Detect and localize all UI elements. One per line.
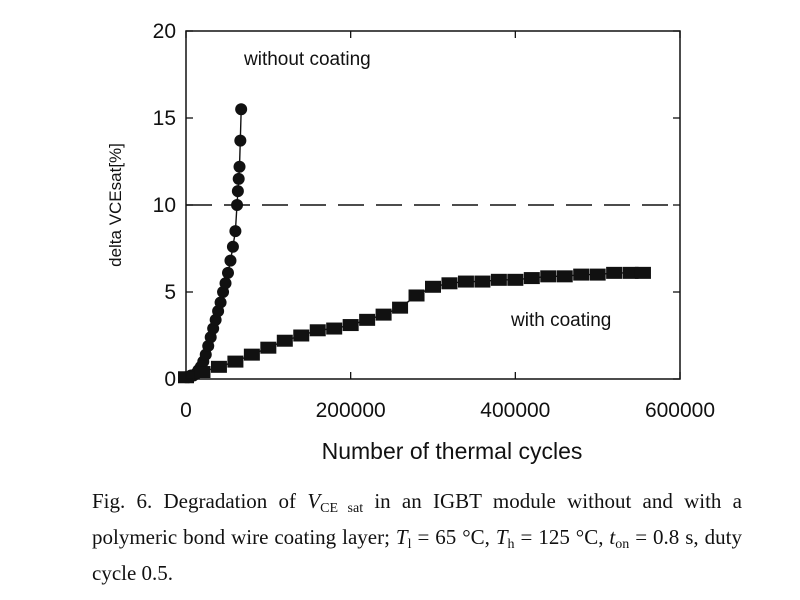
data-point-square bbox=[523, 272, 540, 285]
caption-tl: T bbox=[395, 525, 408, 549]
data-point-square bbox=[573, 268, 590, 281]
caption-tl-val: = 65 °C, bbox=[411, 525, 496, 549]
caption-tl-sub: l bbox=[407, 537, 412, 552]
caption-ton: t bbox=[609, 525, 616, 549]
data-point-square bbox=[276, 334, 293, 347]
caption-v: V bbox=[307, 489, 321, 513]
x-tick-label: 0 bbox=[180, 399, 192, 422]
data-point-square bbox=[227, 355, 244, 368]
series-with-coating bbox=[178, 266, 651, 384]
tick-layer: 0 5 10 15 20 0 200000 400000 600000 bbox=[153, 20, 715, 422]
y-tick-label: 5 bbox=[164, 281, 176, 304]
data-point-square bbox=[540, 270, 557, 283]
data-point-square bbox=[408, 289, 425, 302]
data-point-square bbox=[359, 313, 376, 326]
data-point-circle bbox=[219, 277, 232, 290]
data-point-square bbox=[474, 275, 491, 288]
data-point-square bbox=[243, 348, 260, 361]
data-point-circle bbox=[226, 240, 239, 253]
data-point-square bbox=[425, 280, 441, 293]
data-point-circle bbox=[229, 225, 242, 238]
data-point-square bbox=[490, 273, 507, 286]
data-point-circle bbox=[232, 172, 245, 185]
x-axis-title: Number of thermal cycles bbox=[322, 438, 583, 464]
annotation-with-coating: with coating bbox=[510, 310, 611, 331]
data-point-square bbox=[293, 329, 310, 342]
caption-th-val: = 125 °C, bbox=[514, 525, 610, 549]
data-point-square bbox=[634, 266, 651, 279]
data-point-square bbox=[589, 268, 606, 281]
figure-caption: Fig. 6. Degradation of VCE sat in an IGB… bbox=[92, 487, 742, 588]
data-point-square bbox=[326, 322, 343, 335]
data-point-square bbox=[342, 319, 359, 332]
chart: 0 5 10 15 20 0 200000 400000 600000 Number of th… bbox=[106, 20, 715, 464]
data-point-circle bbox=[224, 254, 237, 267]
data-point-circle bbox=[233, 160, 246, 173]
caption-mid: in an IGBT module without and with a pol… bbox=[92, 489, 743, 549]
caption-ton-sub: on bbox=[615, 537, 630, 552]
data-point-square bbox=[309, 324, 326, 337]
caption-ton-val: = 0.8 s, duty cycle 0.5. bbox=[92, 525, 742, 585]
series-layer bbox=[178, 103, 651, 384]
x-tick-label: 600000 bbox=[645, 399, 715, 422]
data-point-square bbox=[210, 360, 227, 373]
data-point-square bbox=[556, 270, 573, 283]
y-tick-label: 10 bbox=[153, 194, 176, 217]
y-tick-label: 15 bbox=[153, 107, 176, 130]
data-point-circle bbox=[214, 296, 227, 309]
data-point-square bbox=[507, 273, 524, 286]
data-point-circle bbox=[221, 266, 234, 279]
x-tick-label: 400000 bbox=[480, 399, 550, 422]
caption-th-sub: h bbox=[507, 537, 515, 552]
y-tick-label: 20 bbox=[153, 20, 176, 43]
data-point-square bbox=[441, 277, 458, 290]
data-point-square bbox=[622, 266, 639, 279]
series-without-coating bbox=[180, 103, 248, 384]
data-point-square bbox=[375, 308, 392, 321]
data-point-circle bbox=[235, 103, 248, 116]
caption-th: T bbox=[495, 525, 508, 549]
y-axis-title: delta VCEsat[%] bbox=[106, 143, 125, 267]
caption-v-sub: CE sat bbox=[320, 501, 364, 516]
data-point-square bbox=[194, 366, 211, 379]
data-point-circle bbox=[231, 199, 244, 211]
data-point-square bbox=[606, 266, 623, 279]
data-point-square bbox=[260, 341, 277, 354]
x-tick-label: 200000 bbox=[316, 399, 386, 422]
annotation-without-coating: without coating bbox=[243, 49, 371, 70]
data-point-circle bbox=[231, 185, 244, 198]
data-point-square bbox=[457, 275, 474, 288]
data-point-square bbox=[392, 301, 409, 314]
caption-prefix: Fig. 6. Degradation of bbox=[92, 489, 308, 513]
y-tick-label: 0 bbox=[164, 368, 176, 391]
data-point-circle bbox=[234, 134, 247, 147]
